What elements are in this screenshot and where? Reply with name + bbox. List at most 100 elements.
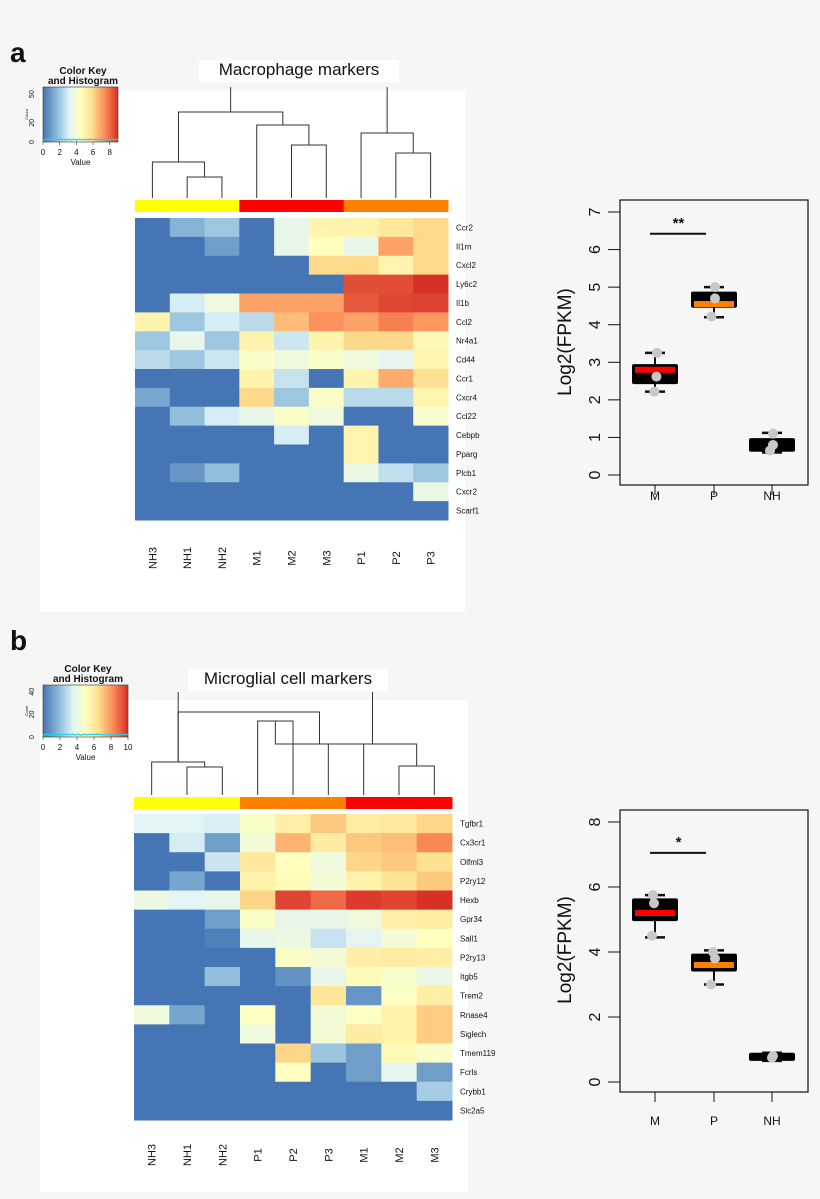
dendrogram bbox=[151, 692, 435, 795]
heatmap-cell bbox=[343, 444, 379, 464]
heatmap-cell bbox=[240, 967, 276, 987]
heatmap-cell bbox=[381, 1005, 418, 1025]
heatmap-cell bbox=[310, 871, 347, 891]
median-band bbox=[694, 962, 734, 968]
row-label: Il1rn bbox=[456, 242, 472, 251]
heatmap-cell bbox=[134, 1005, 170, 1025]
heatmap-cell bbox=[169, 1100, 206, 1121]
heatmap-cell bbox=[308, 236, 345, 257]
heatmap-cell bbox=[239, 274, 275, 294]
heatmap-cell bbox=[308, 463, 345, 483]
heatmap-cell bbox=[169, 387, 206, 408]
data-point bbox=[768, 428, 778, 439]
heatmap-cell bbox=[275, 1024, 312, 1044]
heatmap-cell bbox=[346, 1005, 382, 1025]
heatmap-cell bbox=[239, 425, 275, 445]
heatmap-cell bbox=[416, 814, 453, 834]
y-tick-label: 6 bbox=[587, 245, 604, 254]
heatmap-cell bbox=[274, 425, 310, 445]
heatmap-cell bbox=[343, 425, 379, 445]
heatmap-cell bbox=[135, 444, 171, 464]
y-tick-label: 5 bbox=[587, 283, 604, 292]
heatmap-cell bbox=[381, 967, 418, 987]
data-point bbox=[648, 890, 658, 901]
group-color-bar-cell bbox=[204, 200, 240, 212]
group-color-bar-cell bbox=[169, 200, 206, 212]
heatmap-cell bbox=[413, 236, 449, 257]
box-P bbox=[691, 947, 737, 990]
heatmap-cell bbox=[239, 463, 275, 483]
heatmap-cell bbox=[308, 501, 345, 521]
heatmap-cell bbox=[169, 871, 206, 891]
heatmap-cell bbox=[204, 444, 240, 464]
heatmap-cell bbox=[381, 833, 418, 853]
row-label: P2ry13 bbox=[460, 953, 486, 962]
heatmap-cell bbox=[274, 501, 310, 521]
heatmap-cell bbox=[308, 218, 345, 238]
y-tick-label: 7 bbox=[587, 207, 604, 216]
row-label: Tgfbr1 bbox=[460, 820, 484, 829]
column-label: NH2 bbox=[217, 1144, 229, 1166]
heatmap-cell bbox=[169, 369, 206, 389]
heatmap-cell bbox=[204, 947, 241, 968]
heatmap-cell bbox=[381, 814, 418, 834]
box-P bbox=[691, 282, 737, 322]
heatmap-cell bbox=[274, 406, 310, 427]
row-label: Cxcr4 bbox=[456, 393, 477, 402]
panel-label: b bbox=[10, 625, 27, 656]
column-label: M1 bbox=[252, 550, 264, 565]
median-band bbox=[635, 366, 675, 373]
heatmap-cell bbox=[274, 293, 310, 313]
heatmap-cell bbox=[310, 1081, 347, 1102]
data-point bbox=[710, 953, 720, 964]
heatmap-cell bbox=[343, 255, 379, 276]
x-tick-label: NH bbox=[763, 489, 780, 503]
heatmap-cell bbox=[204, 406, 240, 427]
heatmap-cell bbox=[169, 463, 206, 483]
heatmap-cell bbox=[240, 928, 276, 949]
heatmap-cell bbox=[413, 255, 449, 276]
heatmap-cell bbox=[308, 350, 345, 370]
heatmap-cell bbox=[204, 387, 240, 408]
heatmap-cell bbox=[378, 444, 414, 464]
x-tick-label: M bbox=[650, 489, 660, 503]
title-background bbox=[199, 60, 399, 82]
heatmap-cell bbox=[240, 1005, 276, 1025]
heatmap-cell bbox=[378, 312, 414, 332]
y-tick-label: 4 bbox=[587, 320, 604, 329]
heatmap-cell bbox=[275, 1043, 312, 1064]
heatmap-cell bbox=[416, 909, 453, 930]
heatmap-cell bbox=[274, 255, 310, 276]
heatmap-cell bbox=[346, 1024, 382, 1044]
data-point bbox=[765, 445, 775, 456]
row-label: Crybb1 bbox=[460, 1087, 486, 1096]
heatmap-cell bbox=[134, 928, 170, 949]
column-label: M2 bbox=[394, 1147, 406, 1162]
heatmap-cell bbox=[378, 369, 414, 389]
significance-label: * bbox=[676, 834, 682, 851]
heatmap-cell bbox=[416, 1043, 453, 1064]
heatmap-cell bbox=[204, 350, 240, 370]
row-label: Ccl2 bbox=[456, 318, 473, 327]
y-tick-label: 0 bbox=[587, 1077, 604, 1086]
y-tick-label: 0 bbox=[587, 470, 604, 479]
heatmap-cell bbox=[275, 852, 312, 872]
heatmap-cell bbox=[275, 833, 312, 853]
heatmap-cell bbox=[310, 967, 347, 987]
heatmap-cell bbox=[135, 501, 171, 521]
y-axis-label: Log2(FPKM) bbox=[555, 896, 576, 1004]
heatmap-cell bbox=[310, 1062, 347, 1083]
column-label: P2 bbox=[391, 551, 403, 564]
group-color-bar-cell bbox=[134, 797, 170, 809]
heatmap-title: Microglial cell markers bbox=[204, 669, 372, 688]
heatmap-cell bbox=[310, 1005, 347, 1025]
heatmap-cell bbox=[135, 312, 171, 332]
heatmap-cell bbox=[275, 928, 312, 949]
data-point bbox=[652, 347, 662, 358]
group-color-bar-cell bbox=[239, 200, 275, 212]
heatmap-cell bbox=[274, 387, 310, 408]
heatmap-cell bbox=[416, 833, 453, 853]
color-key-tick-label: 2 bbox=[57, 148, 62, 157]
heatmap-cell bbox=[275, 1062, 312, 1083]
group-color-bar-cell bbox=[135, 200, 171, 212]
